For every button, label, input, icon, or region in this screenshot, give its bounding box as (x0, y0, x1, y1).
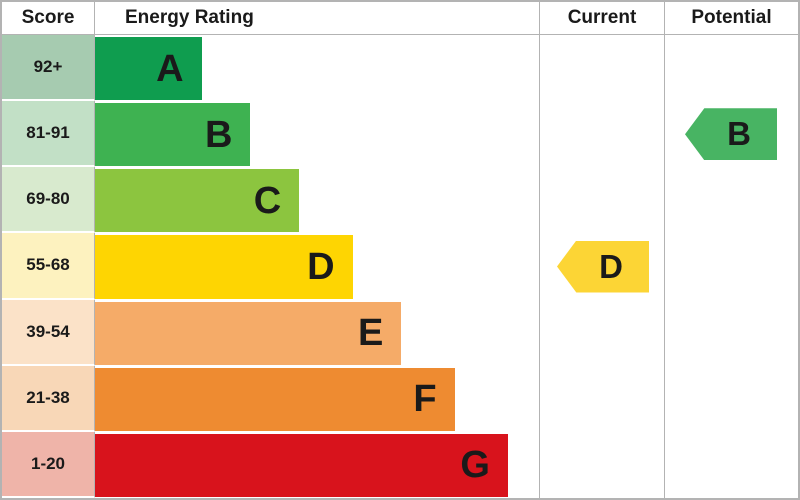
rating-letter-d: D (307, 245, 335, 288)
current-arrow: D (557, 240, 649, 293)
current-cell (540, 35, 665, 102)
current-cell (540, 431, 665, 498)
energy-rating-header: Energy Rating (95, 2, 540, 35)
current-cell (540, 101, 665, 168)
current-arrow-letter: D (599, 247, 623, 285)
rating-bar-cell-d: D (95, 233, 540, 300)
current-cell (540, 167, 665, 234)
current-column-header: Current (540, 2, 665, 35)
rating-letter-g: G (460, 444, 490, 487)
potential-cell (665, 167, 798, 233)
rating-bar-cell-c: C (95, 167, 540, 234)
rating-bar-cell-a: A (95, 35, 540, 102)
score-cell-c: 69-80 (2, 167, 95, 234)
rating-letter-e: E (358, 312, 384, 355)
rating-letter-a: A (156, 47, 184, 90)
rating-bar-cell-f: F (95, 365, 540, 432)
potential-cell (665, 233, 798, 299)
potential-cell (665, 432, 798, 498)
potential-arrow-letter: B (727, 115, 751, 153)
rating-bar-e: E (95, 301, 402, 365)
score-cell-f: 21-38 (2, 365, 95, 432)
score-column-header: Score (2, 2, 95, 35)
rating-letter-c: C (253, 179, 282, 222)
score-cell-a: 92+ (2, 35, 95, 102)
rating-bar-cell-b: B (95, 101, 540, 168)
current-cell (540, 233, 665, 300)
potential-column-header: Potential (665, 2, 798, 35)
potential-cell (665, 35, 798, 101)
score-cell-g: 1-20 (2, 431, 95, 498)
rating-bar-b: B (95, 103, 251, 167)
score-cell-d: 55-68 (2, 233, 95, 300)
potential-cell (665, 366, 798, 432)
rating-bar-g: G (95, 433, 508, 497)
rating-bar-cell-e: E (95, 299, 540, 366)
score-cell-b: 81-91 (2, 101, 95, 168)
score-cell-e: 39-54 (2, 299, 95, 366)
rating-letter-b: B (204, 113, 233, 156)
rating-bar-d: D (95, 235, 353, 299)
rating-bar-a: A (95, 37, 202, 101)
rating-letter-f: F (413, 378, 437, 421)
current-cell (540, 299, 665, 366)
potential-arrow: B (685, 108, 777, 161)
rating-bar-f: F (95, 367, 455, 431)
current-cell (540, 365, 665, 432)
rating-bar-cell-g: G (95, 431, 540, 498)
potential-cell (665, 300, 798, 366)
rating-bar-c: C (95, 169, 300, 233)
